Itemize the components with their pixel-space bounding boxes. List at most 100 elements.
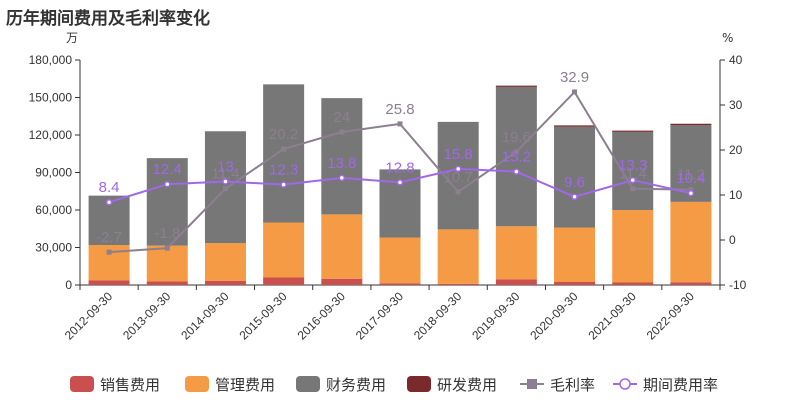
legend-finance-text: 财务费用 [326, 376, 386, 394]
left-tick-label: 180,000 [29, 53, 73, 67]
expense-rate-label: 12.3 [269, 162, 298, 179]
point-gross-margin [397, 121, 403, 127]
legend-expense-rate-marker [619, 378, 631, 390]
bar-1-2019-09-30 [495, 279, 537, 285]
bar-2-2013-09-30 [146, 245, 188, 282]
bar-1-2018-09-30 [437, 283, 479, 285]
x-tick-label: 2019-09-30 [469, 289, 523, 343]
left-tick-label: 60,000 [35, 203, 72, 217]
x-tick-label: 2015-09-30 [236, 289, 290, 343]
right-unit-label: % [722, 31, 733, 45]
left-unit-label: 万 [66, 31, 78, 45]
left-tick-label: 90,000 [35, 166, 72, 180]
point-expense-rate [164, 180, 171, 188]
point-expense-rate [222, 178, 229, 185]
legend-admin-swatch [185, 376, 209, 392]
bar-3-2019-09-30 [495, 86, 537, 227]
expense-rate-label: 12.8 [385, 159, 414, 176]
gross-margin-label: 11.4 [619, 166, 647, 183]
expense-rate-label: 8.4 [99, 179, 120, 196]
gross-margin-label: -2.7 [96, 229, 122, 246]
legend-sales-text: 销售费用 [100, 376, 160, 394]
x-tick-label: 2013-09-30 [120, 289, 174, 343]
bar-4-2022-09-30 [670, 123, 712, 125]
expense-rate-label: 15.2 [502, 149, 531, 166]
point-expense-rate [396, 179, 404, 186]
legend-sales: 销售费用 [70, 376, 160, 394]
legend-rnd: 研发费用 [407, 376, 497, 394]
bar-2-2014-09-30 [204, 243, 246, 281]
bar-2-2022-09-30 [670, 201, 712, 283]
x-tick-label: 2021-09-30 [586, 289, 640, 343]
gross-margin-label: 11.4 [211, 166, 239, 183]
bar-2-2018-09-30 [437, 229, 479, 284]
point-gross-margin [572, 89, 578, 95]
bar-2-2017-09-30 [379, 237, 421, 284]
expense-rate-label: 13.8 [327, 155, 356, 172]
left-tick-label: 0 [65, 278, 72, 292]
point-gross-margin [106, 249, 112, 255]
bar-2-2021-09-30 [612, 210, 654, 283]
bars [88, 84, 712, 285]
legend-gross-margin: 毛利率 [520, 376, 595, 394]
point-gross-margin [339, 129, 345, 135]
bar-1-2021-09-30 [612, 282, 654, 285]
bar-1-2012-09-30 [88, 280, 130, 285]
expense-rate-label: 10.4 [676, 170, 705, 187]
point-gross-margin [513, 149, 519, 155]
point-expense-rate [571, 193, 578, 201]
right-tick-label: 30 [729, 98, 743, 112]
point-gross-margin [222, 186, 228, 192]
expense-rate-label: 9.6 [564, 174, 585, 191]
left-tick-label: 120,000 [29, 128, 73, 142]
gross-margin-label: 10.7 [444, 169, 473, 186]
legend-rnd-text: 研发费用 [437, 376, 497, 394]
bar-4-2021-09-30 [612, 130, 654, 132]
bar-3-2020-09-30 [554, 126, 596, 228]
gross-margin-label: 24 [333, 109, 350, 126]
point-expense-rate [338, 174, 346, 182]
bar-3-2013-09-30 [146, 158, 188, 246]
point-expense-rate [629, 176, 636, 184]
bar-3-2021-09-30 [612, 131, 654, 210]
bar-1-2015-09-30 [263, 277, 305, 285]
bar-1-2014-09-30 [204, 280, 246, 285]
expense-rate-label: 15.8 [444, 146, 473, 163]
right-tick-label: 40 [729, 53, 743, 67]
legend-expense-rate-text: 期间费用率 [643, 376, 718, 394]
x-tick-label: 2012-09-30 [62, 289, 116, 343]
expense-rate-label: 13.3 [618, 157, 647, 174]
bar-1-2016-09-30 [321, 278, 363, 285]
bar-1-2020-09-30 [554, 282, 596, 285]
bar-2-2020-09-30 [554, 227, 596, 282]
expense-rate-label: 13 [217, 159, 234, 176]
gross-margin-label: 11.2 [677, 167, 705, 184]
right-tick-label: 20 [729, 143, 743, 157]
x-tick-label: 2018-09-30 [411, 289, 465, 343]
gross-margin-label: 25.8 [385, 101, 414, 118]
bar-1-2013-09-30 [146, 281, 188, 285]
legend-gross-margin-text: 毛利率 [550, 376, 595, 394]
data-labels: -2.7 -1.8 11.4 20.2 24 25.8 10.7 19.6 32.9 11.4 11… [96, 69, 705, 246]
x-tick-label: 2017-09-30 [353, 289, 407, 343]
point-gross-margin [281, 146, 287, 152]
chart-title: 历年期间费用及毛利率变化 [6, 9, 210, 29]
legend-rnd-swatch [407, 376, 431, 392]
legend-gross-margin-marker [527, 379, 537, 389]
left-tick-label: 30,000 [35, 241, 72, 255]
bar-2-2019-09-30 [495, 226, 537, 280]
left-tick-label: 150,000 [29, 91, 73, 105]
gross-margin-label: 19.6 [502, 129, 531, 146]
x-tick-label: 2022-09-30 [644, 289, 698, 343]
legend-finance-swatch [296, 376, 320, 392]
bar-1-2017-09-30 [379, 283, 421, 285]
right-tick-label: 0 [729, 233, 736, 247]
legend-admin-text: 管理费用 [215, 376, 275, 394]
legend-expense-rate: 期间费用率 [613, 376, 718, 394]
legend-finance: 财务费用 [296, 376, 386, 394]
legend: 销售费用 管理费用 财务费用 研发费用 毛利率 期间费用率 [70, 376, 718, 394]
x-tick-label: 2020-09-30 [527, 289, 581, 343]
bar-2-2015-09-30 [263, 222, 305, 278]
point-expense-rate [513, 168, 520, 175]
